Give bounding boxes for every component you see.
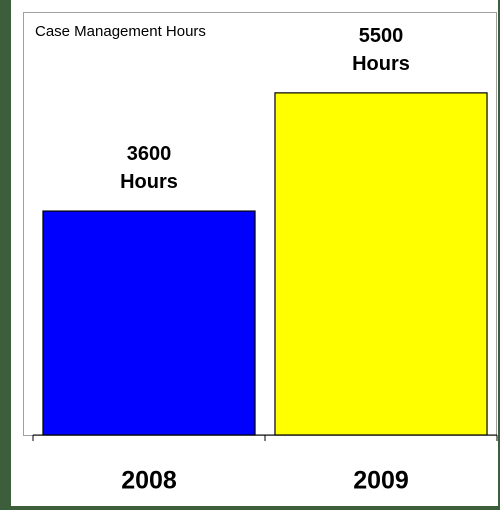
x-tick-label: 2008 <box>121 467 177 495</box>
bar <box>42 210 256 436</box>
x-tick-label: 2009 <box>353 467 409 495</box>
bar <box>274 92 488 436</box>
data-label: 5500 Hours <box>352 25 410 75</box>
chart-title: Case Management Hours <box>35 23 206 40</box>
data-label: 3600 Hours <box>120 143 178 193</box>
